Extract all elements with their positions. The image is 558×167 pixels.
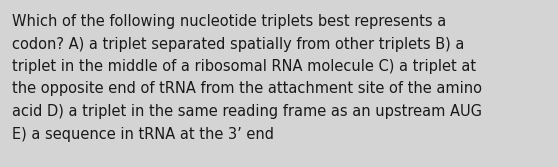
- Text: acid D) a triplet in the same reading frame as an upstream AUG: acid D) a triplet in the same reading fr…: [12, 104, 482, 119]
- Text: codon? A) a triplet separated spatially from other triplets B) a: codon? A) a triplet separated spatially …: [12, 37, 464, 51]
- Text: E) a sequence in tRNA at the 3’ end: E) a sequence in tRNA at the 3’ end: [12, 126, 274, 141]
- Text: Which of the following nucleotide triplets best represents a: Which of the following nucleotide triple…: [12, 14, 446, 29]
- Text: triplet in the middle of a ribosomal RNA molecule C) a triplet at: triplet in the middle of a ribosomal RNA…: [12, 59, 476, 74]
- Text: the opposite end of tRNA from the attachment site of the amino: the opposite end of tRNA from the attach…: [12, 81, 482, 97]
